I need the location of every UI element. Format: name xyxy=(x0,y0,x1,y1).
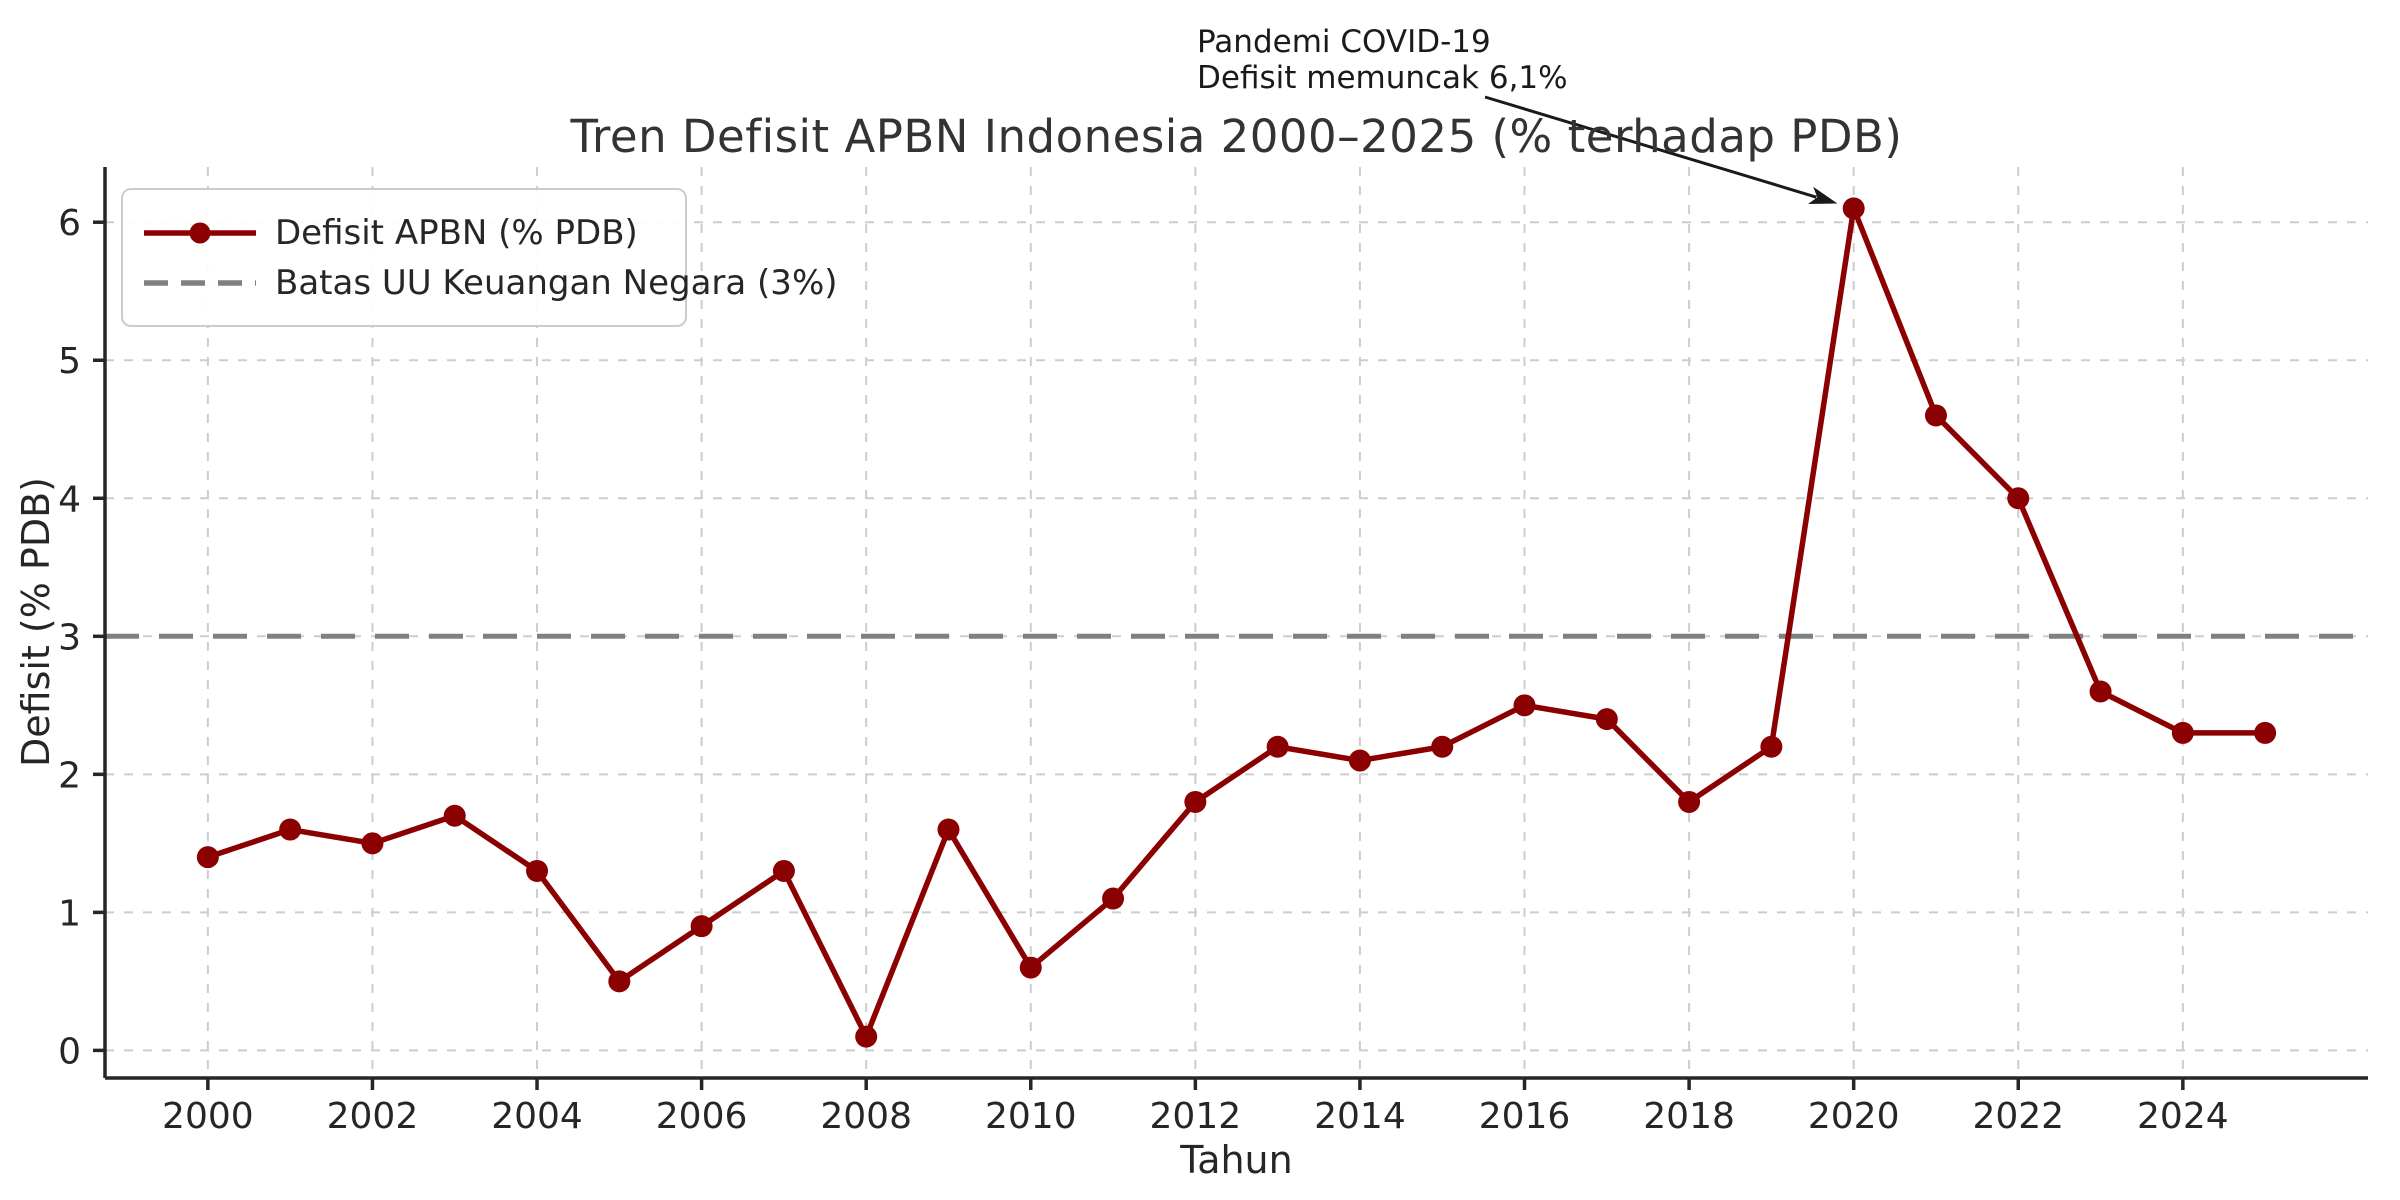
legend-series-label: Defisit APBN (% PDB) xyxy=(275,212,638,253)
data-point-marker xyxy=(279,818,302,841)
series-line xyxy=(205,205,2268,1040)
data-point-marker xyxy=(1019,956,1042,979)
annotation-arrowhead xyxy=(1808,186,1838,205)
data-point-marker xyxy=(1431,735,1454,758)
data-point-marker xyxy=(1348,749,1371,772)
y-tick-label: 3 xyxy=(58,617,81,658)
data-point-marker xyxy=(2089,680,2112,703)
legend-limit-sample xyxy=(144,279,256,286)
y-tick-label: 0 xyxy=(58,1031,81,1072)
annotation-line-1: Pandemi COVID-19 xyxy=(1197,24,1491,60)
legend-item-limit: Batas UU Keuangan Negara (3%) xyxy=(123,263,838,303)
x-tick-label: 2004 xyxy=(491,1096,583,1137)
data-point-marker xyxy=(1184,790,1207,813)
data-point-marker xyxy=(855,1025,878,1048)
data-point-marker xyxy=(772,859,795,882)
x-tick-label: 2018 xyxy=(1643,1096,1735,1137)
x-tick-label: 2000 xyxy=(162,1096,254,1137)
axes-spines xyxy=(103,167,2368,1080)
data-point-marker xyxy=(690,915,713,938)
legend-series-sample-marker xyxy=(189,222,211,243)
data-point-marker xyxy=(1924,404,1947,427)
legend: Defisit APBN (% PDB) Batas UU Keuangan N… xyxy=(121,188,838,327)
x-tick-label: 2002 xyxy=(327,1096,419,1137)
x-tick-label: 2012 xyxy=(1150,1096,1242,1137)
data-point-marker xyxy=(1842,197,1865,220)
data-point-marker xyxy=(937,818,960,841)
y-tick-label: 5 xyxy=(58,341,81,382)
x-tick-label: 2016 xyxy=(1479,1096,1571,1137)
y-tick-label: 4 xyxy=(58,479,81,520)
data-point-marker xyxy=(2007,487,2030,510)
data-point-marker xyxy=(1595,708,1618,731)
data-point-marker xyxy=(361,832,384,855)
legend-series-sample xyxy=(144,222,256,243)
x-tick-label: 2022 xyxy=(1972,1096,2064,1137)
data-point-marker xyxy=(1266,735,1289,758)
y-tick-label: 1 xyxy=(58,893,81,934)
data-point-marker xyxy=(1760,735,1783,758)
annotation-line-2: Defisit memuncak 6,1% xyxy=(1197,60,1568,96)
series-markers xyxy=(196,197,2277,1048)
data-point-marker xyxy=(1102,887,1125,910)
y-axis-label: Defisit (% PDB) xyxy=(14,477,58,767)
data-point-marker xyxy=(608,970,631,993)
x-axis-label: Tahun xyxy=(1180,1138,1293,1182)
y-tick-label: 2 xyxy=(58,755,81,796)
x-tick-label: 2020 xyxy=(1808,1096,1900,1137)
data-point-marker xyxy=(1513,694,1536,717)
tick-labels: 2000 2002 2004 2006 2008 2010 2012 2014 2016 2018… xyxy=(58,203,2229,1137)
data-point-marker xyxy=(196,846,219,869)
annotation: Pandemi COVID-19 Defisit memuncak 6,1% xyxy=(1197,24,1568,96)
x-tick-label: 2008 xyxy=(820,1096,912,1137)
gridlines xyxy=(105,167,2368,1078)
x-tick-label: 2006 xyxy=(656,1096,748,1137)
data-point-marker xyxy=(1678,790,1701,813)
chart-title: Tren Defisit APBN Indonesia 2000–2025 (%… xyxy=(570,110,1903,163)
annotation-arrow xyxy=(1484,95,1817,199)
data-point-marker xyxy=(2171,721,2194,744)
legend-limit-label: Batas UU Keuangan Negara (3%) xyxy=(275,262,838,303)
x-tick-label: 2014 xyxy=(1314,1096,1406,1137)
ticks xyxy=(93,220,2185,1090)
x-tick-label: 2010 xyxy=(985,1096,1077,1137)
legend-item-series: Defisit APBN (% PDB) xyxy=(123,213,685,253)
data-point-marker xyxy=(443,804,466,827)
data-point-marker xyxy=(2254,721,2277,744)
x-tick-label: 2024 xyxy=(2137,1096,2229,1137)
y-tick-label: 6 xyxy=(58,203,81,244)
data-point-marker xyxy=(526,859,549,882)
